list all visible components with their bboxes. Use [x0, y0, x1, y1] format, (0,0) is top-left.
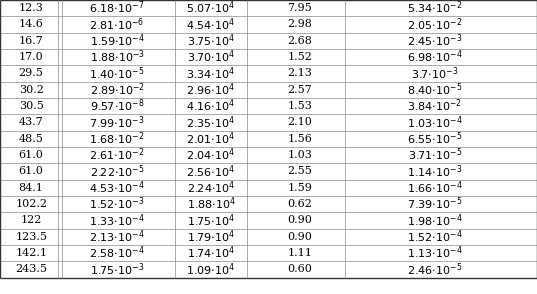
- Text: $2.05{\cdot}10^{-2}$: $2.05{\cdot}10^{-2}$: [408, 16, 462, 33]
- Text: 30.5: 30.5: [19, 101, 43, 111]
- Text: $3.34{\cdot}10^{4}$: $3.34{\cdot}10^{4}$: [186, 65, 236, 82]
- Text: 0.62: 0.62: [287, 199, 312, 209]
- Text: 0.60: 0.60: [287, 265, 312, 275]
- Text: $7.39{\cdot}10^{-5}$: $7.39{\cdot}10^{-5}$: [407, 196, 463, 213]
- Text: $3.75{\cdot}10^{4}$: $3.75{\cdot}10^{4}$: [187, 33, 235, 49]
- Text: 1.03: 1.03: [287, 150, 312, 160]
- Text: 2.55: 2.55: [287, 166, 312, 176]
- Text: $1.98{\cdot}10^{-4}$: $1.98{\cdot}10^{-4}$: [407, 212, 463, 229]
- Text: $2.56{\cdot}10^{4}$: $2.56{\cdot}10^{4}$: [186, 163, 236, 180]
- Text: 61.0: 61.0: [19, 150, 43, 160]
- Text: $1.03{\cdot}10^{-4}$: $1.03{\cdot}10^{-4}$: [407, 114, 463, 131]
- Text: $1.75{\cdot}10^{-3}$: $1.75{\cdot}10^{-3}$: [90, 261, 144, 278]
- Text: 30.2: 30.2: [19, 85, 43, 95]
- Text: $2.22{\cdot}10^{-5}$: $2.22{\cdot}10^{-5}$: [90, 163, 144, 180]
- Text: $1.88{\cdot}10^{-3}$: $1.88{\cdot}10^{-3}$: [90, 49, 144, 66]
- Text: 102.2: 102.2: [15, 199, 47, 209]
- Text: $2.46{\cdot}10^{-5}$: $2.46{\cdot}10^{-5}$: [407, 261, 463, 278]
- Text: $2.45{\cdot}10^{-3}$: $2.45{\cdot}10^{-3}$: [407, 33, 463, 49]
- Text: 1.53: 1.53: [287, 101, 312, 111]
- Text: $1.13{\cdot}10^{-4}$: $1.13{\cdot}10^{-4}$: [407, 245, 463, 261]
- Text: $1.74{\cdot}10^{4}$: $1.74{\cdot}10^{4}$: [187, 245, 235, 261]
- Text: $4.54{\cdot}10^{4}$: $4.54{\cdot}10^{4}$: [186, 16, 236, 33]
- Text: $6.18{\cdot}10^{-7}$: $6.18{\cdot}10^{-7}$: [89, 0, 145, 16]
- Text: 0.90: 0.90: [287, 232, 312, 242]
- Text: $1.40{\cdot}10^{-5}$: $1.40{\cdot}10^{-5}$: [89, 65, 145, 82]
- Text: $2.04{\cdot}10^{4}$: $2.04{\cdot}10^{4}$: [186, 147, 236, 163]
- Text: $8.40{\cdot}10^{-5}$: $8.40{\cdot}10^{-5}$: [407, 81, 463, 98]
- Text: 2.98: 2.98: [287, 19, 312, 29]
- Text: $3.70{\cdot}10^{4}$: $3.70{\cdot}10^{4}$: [187, 49, 235, 66]
- Text: 1.59: 1.59: [287, 183, 312, 193]
- Text: $9.57{\cdot}10^{-8}$: $9.57{\cdot}10^{-8}$: [90, 98, 144, 114]
- Text: $2.58{\cdot}10^{-4}$: $2.58{\cdot}10^{-4}$: [89, 245, 145, 261]
- Text: 16.7: 16.7: [19, 36, 43, 46]
- Text: 1.11: 1.11: [287, 248, 312, 258]
- Text: 61.0: 61.0: [19, 166, 43, 176]
- Text: 14.6: 14.6: [19, 19, 43, 29]
- Text: $4.16{\cdot}10^{4}$: $4.16{\cdot}10^{4}$: [186, 98, 236, 114]
- Text: $1.79{\cdot}10^{4}$: $1.79{\cdot}10^{4}$: [187, 228, 235, 245]
- Text: 2.10: 2.10: [287, 118, 312, 128]
- Text: $4.53{\cdot}10^{-4}$: $4.53{\cdot}10^{-4}$: [89, 180, 145, 196]
- Text: $6.98{\cdot}10^{-4}$: $6.98{\cdot}10^{-4}$: [407, 49, 463, 66]
- Text: 0.90: 0.90: [287, 216, 312, 225]
- Text: $5.07{\cdot}10^{4}$: $5.07{\cdot}10^{4}$: [186, 0, 236, 16]
- Text: $1.09{\cdot}10^{4}$: $1.09{\cdot}10^{4}$: [186, 261, 236, 278]
- Text: $1.52{\cdot}10^{-3}$: $1.52{\cdot}10^{-3}$: [89, 196, 145, 213]
- Text: $1.33{\cdot}10^{-4}$: $1.33{\cdot}10^{-4}$: [89, 212, 145, 229]
- Text: $2.96{\cdot}10^{4}$: $2.96{\cdot}10^{4}$: [186, 81, 236, 98]
- Text: 12.3: 12.3: [19, 3, 43, 13]
- Text: 122: 122: [20, 216, 42, 225]
- Text: $1.66{\cdot}10^{-4}$: $1.66{\cdot}10^{-4}$: [407, 180, 463, 196]
- Text: 142.1: 142.1: [15, 248, 47, 258]
- Text: $1.52{\cdot}10^{-4}$: $1.52{\cdot}10^{-4}$: [407, 228, 463, 245]
- Text: 2.57: 2.57: [287, 85, 312, 95]
- Text: $6.55{\cdot}10^{-5}$: $6.55{\cdot}10^{-5}$: [407, 131, 463, 147]
- Text: $7.99{\cdot}10^{-3}$: $7.99{\cdot}10^{-3}$: [89, 114, 145, 131]
- Text: $3.84{\cdot}10^{-2}$: $3.84{\cdot}10^{-2}$: [408, 98, 462, 114]
- Text: $1.68{\cdot}10^{-2}$: $1.68{\cdot}10^{-2}$: [90, 131, 144, 147]
- Text: 1.56: 1.56: [287, 134, 312, 144]
- Text: $3.7{\cdot}10^{-3}$: $3.7{\cdot}10^{-3}$: [411, 65, 459, 82]
- Text: $2.13{\cdot}10^{-4}$: $2.13{\cdot}10^{-4}$: [89, 228, 145, 245]
- Text: $2.89{\cdot}10^{-2}$: $2.89{\cdot}10^{-2}$: [90, 81, 144, 98]
- Text: 29.5: 29.5: [19, 69, 43, 78]
- Text: 7.95: 7.95: [287, 3, 312, 13]
- Text: $2.81{\cdot}10^{-6}$: $2.81{\cdot}10^{-6}$: [90, 16, 144, 33]
- Text: 84.1: 84.1: [19, 183, 43, 193]
- Text: $3.71{\cdot}10^{-5}$: $3.71{\cdot}10^{-5}$: [408, 147, 462, 163]
- Text: $1.75{\cdot}10^{4}$: $1.75{\cdot}10^{4}$: [187, 212, 235, 229]
- Text: 123.5: 123.5: [15, 232, 47, 242]
- Text: 48.5: 48.5: [19, 134, 43, 144]
- Text: $2.35{\cdot}10^{4}$: $2.35{\cdot}10^{4}$: [186, 114, 236, 131]
- Text: 17.0: 17.0: [19, 52, 43, 62]
- Text: 243.5: 243.5: [15, 265, 47, 275]
- Text: $1.88{\cdot}10^{4}$: $1.88{\cdot}10^{4}$: [187, 196, 235, 213]
- Text: $5.34{\cdot}10^{-2}$: $5.34{\cdot}10^{-2}$: [408, 0, 462, 16]
- Text: $2.01{\cdot}10^{4}$: $2.01{\cdot}10^{4}$: [186, 131, 236, 147]
- Text: 2.68: 2.68: [287, 36, 312, 46]
- Text: $1.14{\cdot}10^{-3}$: $1.14{\cdot}10^{-3}$: [407, 163, 463, 180]
- Text: 2.13: 2.13: [287, 69, 312, 78]
- Text: $2.61{\cdot}10^{-2}$: $2.61{\cdot}10^{-2}$: [90, 147, 144, 163]
- Text: $2.24{\cdot}10^{4}$: $2.24{\cdot}10^{4}$: [187, 180, 235, 196]
- Text: $1.59{\cdot}10^{-4}$: $1.59{\cdot}10^{-4}$: [90, 33, 144, 49]
- Text: 1.52: 1.52: [287, 52, 312, 62]
- Text: 43.7: 43.7: [19, 118, 43, 128]
